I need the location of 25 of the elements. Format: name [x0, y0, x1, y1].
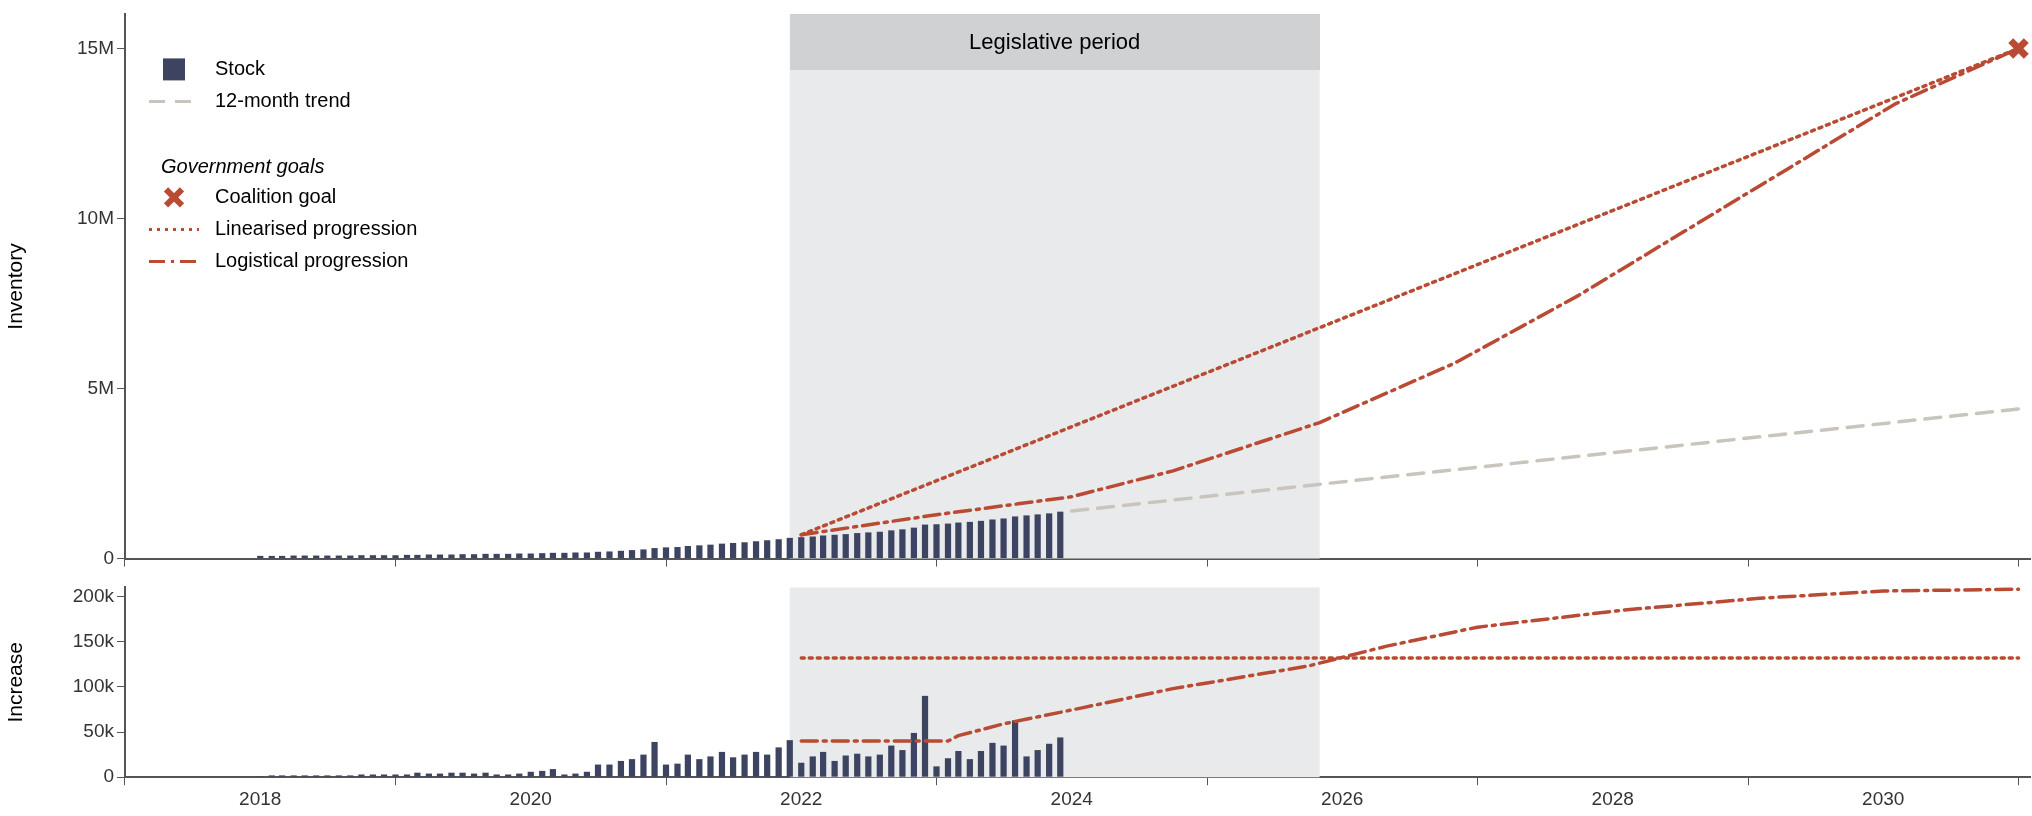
y-tick-label: 0 [103, 546, 114, 568]
legend-label: 12-month trend [215, 88, 351, 111]
y-tick-label: 10M [77, 206, 114, 228]
legend-label: Linearised progression [215, 216, 418, 239]
legend-label: Stock [215, 56, 267, 79]
legend-title: Government goals [161, 154, 325, 177]
x-tick-label: 2026 [1321, 787, 1364, 809]
x-tick-label: 2028 [1591, 787, 1634, 809]
y-axis-title: Increase [3, 642, 27, 723]
y-tick-label: 0 [103, 765, 114, 787]
header-box: Legislative period [789, 14, 1320, 71]
x-tick-label: 2022 [780, 787, 823, 809]
x-tick-label: 2020 [509, 787, 552, 809]
y-tick-label: 50k [83, 720, 115, 742]
legend-label: Logistical progression [215, 248, 409, 271]
y-tick-label: 5M [87, 376, 114, 398]
y-axis-title: Inventory [3, 242, 27, 330]
x-tick-label: 2024 [1050, 787, 1094, 809]
legend-label: Coalition goal [215, 184, 337, 207]
y-tick-label: 15M [77, 36, 114, 58]
x-tick-label: 2030 [1862, 787, 1905, 809]
y-tick-label: 150k [72, 629, 115, 651]
y-tick-label: 200k [72, 584, 115, 606]
x-tick-label: 2018 [239, 787, 282, 809]
y-tick-label: 100k [72, 675, 115, 697]
